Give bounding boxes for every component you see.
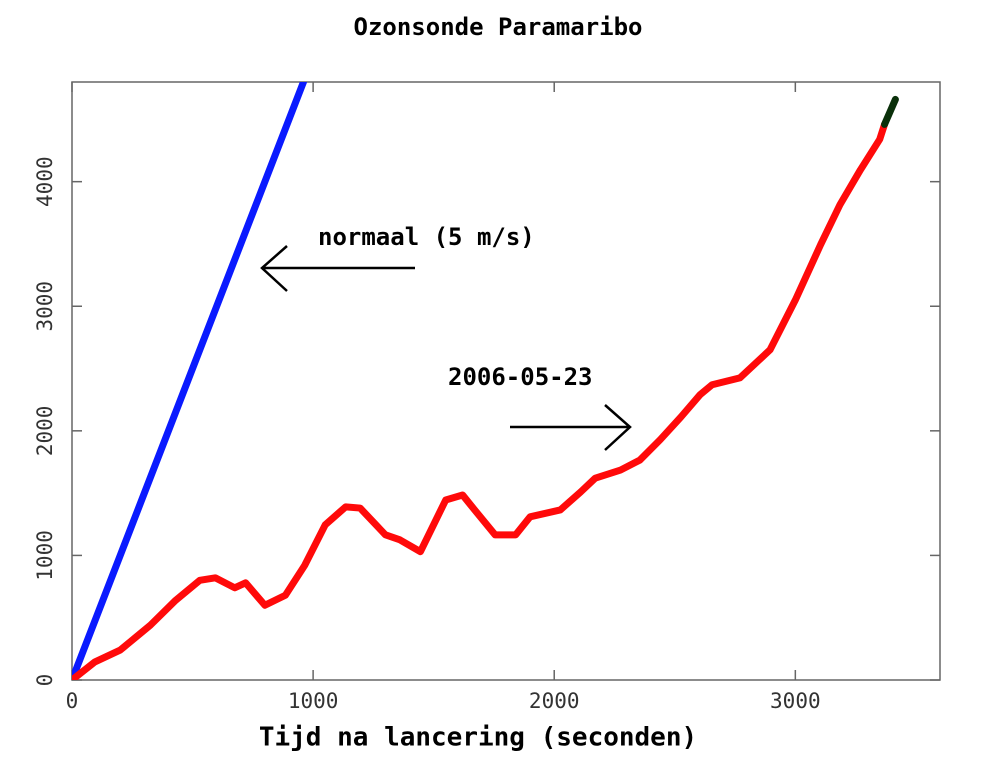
data-line (72, 120, 889, 680)
arrows (260, 245, 632, 451)
y-tick-label: 0 (33, 674, 57, 687)
data-line (72, 82, 307, 680)
x-tick-label: 0 (66, 689, 79, 713)
x-axis-label: Tijd na lancering (seconden) (259, 723, 697, 753)
y-tick-label: 4000 (33, 156, 57, 207)
x-tick-label: 3000 (770, 689, 821, 713)
y-tick-label: 2000 (33, 406, 57, 457)
annotation: 2006-05-23 (448, 363, 593, 391)
plot-frame (71, 81, 941, 681)
y-tick-label: 3000 (33, 281, 57, 332)
chart-title: Ozonsonde Paramaribo (354, 13, 643, 41)
arrow (510, 404, 632, 451)
annotation: normaal (5 m/s) (318, 223, 535, 251)
data-line (881, 95, 899, 128)
arrow (260, 245, 415, 292)
x-tick-label: 2000 (529, 689, 580, 713)
x-tick-label: 1000 (288, 689, 339, 713)
y-tick-label: 1000 (33, 530, 57, 581)
